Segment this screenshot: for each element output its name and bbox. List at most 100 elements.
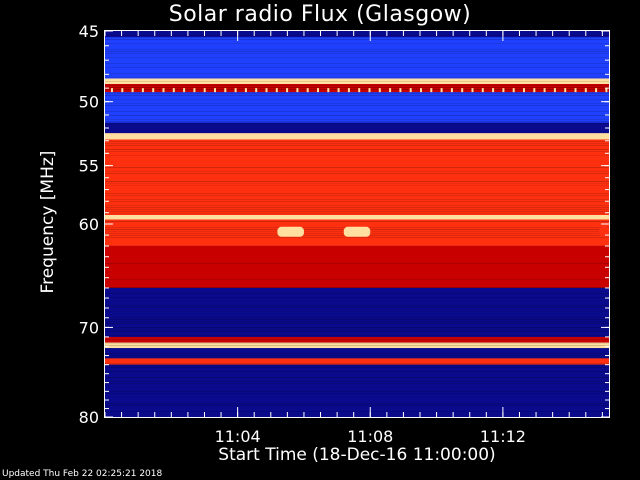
frequency-band [105, 245, 609, 288]
noise-line [105, 111, 609, 112]
noise-line [105, 381, 609, 382]
noise-line [105, 99, 609, 100]
interference-mark [481, 88, 484, 93]
interference-mark [584, 88, 587, 93]
noise-line [105, 363, 609, 364]
noise-line [105, 287, 609, 288]
interference-mark [564, 88, 567, 93]
interference-mark [162, 88, 165, 93]
y-tick-label: 45 [79, 22, 99, 41]
interference-mark [244, 88, 247, 93]
noise-line [105, 167, 609, 168]
chart-title: Solar radio Flux (Glasgow) [168, 2, 472, 27]
noise-line [105, 143, 609, 144]
noise-line [105, 201, 609, 202]
frequency-band [105, 122, 609, 134]
noise-line [105, 35, 609, 36]
interference-mark [471, 88, 474, 93]
noise-line [105, 393, 609, 394]
noise-line [105, 383, 609, 384]
noise-line [105, 411, 609, 412]
noise-line [105, 85, 609, 86]
interference-mark [595, 88, 598, 93]
plot-frame [104, 30, 610, 418]
frequency-band [105, 139, 609, 215]
noise-line [105, 193, 609, 194]
interference-mark [141, 88, 144, 93]
x-tick-label: 11:12 [480, 427, 526, 446]
noise-line [105, 185, 609, 186]
interference-mark [121, 88, 124, 93]
frequency-band [105, 336, 609, 343]
y-tick-label: 60 [79, 215, 99, 234]
noise-line [105, 297, 609, 298]
interference-mark [461, 88, 464, 93]
interference-mark [224, 88, 227, 93]
noise-line [105, 151, 609, 152]
noise-line [105, 371, 609, 372]
interference-mark [358, 88, 361, 93]
noise-line [105, 39, 609, 40]
x-axis-label: Start Time (18-Dec-16 11:00:00) [218, 445, 496, 465]
interference-mark [214, 88, 216, 93]
noise-line [105, 405, 609, 406]
noise-line [105, 367, 609, 368]
frequency-band [105, 78, 609, 85]
plot-area [105, 31, 609, 417]
interference-mark [337, 88, 340, 93]
noise-line [105, 237, 609, 238]
noise-line [105, 149, 609, 150]
interference-mark [203, 88, 206, 93]
noise-line [105, 123, 609, 124]
noise-line [105, 73, 609, 74]
noise-line [105, 89, 609, 90]
noise-line [105, 327, 609, 328]
noise-line [105, 293, 609, 294]
noise-line [105, 181, 609, 182]
noise-line [105, 319, 609, 320]
noise-line [105, 87, 609, 88]
noise-line [105, 49, 609, 50]
noise-line [105, 311, 609, 312]
interference-mark [111, 88, 113, 93]
x-tick-label: 11:08 [347, 427, 393, 446]
interference-mark [286, 88, 289, 93]
noise-line [105, 119, 609, 120]
interference-mark [553, 88, 556, 93]
noise-line [105, 195, 609, 196]
interference-mark [450, 88, 453, 93]
interference-mark [265, 88, 268, 93]
y-tick-label: 80 [79, 408, 99, 427]
radio-burst [343, 226, 371, 237]
noise-line [105, 57, 609, 58]
noise-line [105, 355, 609, 356]
frequency-band [105, 92, 609, 123]
interference-mark [275, 88, 278, 93]
frequency-band [105, 84, 609, 93]
radio-burst [599, 226, 609, 237]
frequency-band [105, 31, 609, 37]
noise-line [105, 245, 609, 246]
noise-line [105, 207, 609, 208]
interference-mark [399, 88, 402, 93]
frequency-band [105, 348, 609, 359]
noise-line [105, 353, 609, 354]
noise-line [105, 155, 609, 156]
interference-mark [378, 88, 381, 93]
noise-line [105, 145, 609, 146]
interference-mark [193, 88, 196, 93]
frequency-band [105, 214, 609, 220]
noise-line [105, 183, 609, 184]
noise-line [105, 211, 609, 212]
noise-line [105, 263, 609, 264]
noise-line [105, 213, 609, 214]
x-tick-label: 11:04 [215, 427, 261, 446]
noise-line [105, 317, 609, 318]
y-tick-label: 55 [79, 157, 99, 176]
noise-line [105, 103, 609, 104]
noise-line [105, 199, 609, 200]
interference-mark [296, 88, 299, 93]
interference-mark [492, 88, 495, 93]
noise-line [105, 331, 609, 332]
noise-line [105, 43, 609, 44]
